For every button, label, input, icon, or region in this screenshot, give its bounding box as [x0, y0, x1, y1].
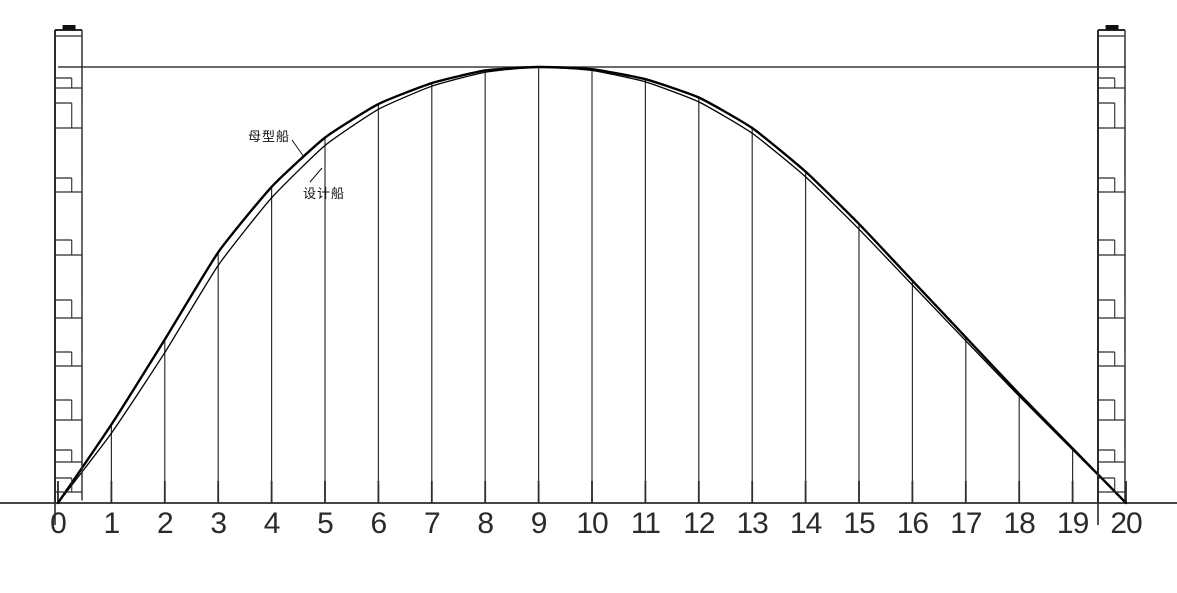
right-scale-bar — [1097, 25, 1126, 525]
axis-tick-label-0: 0 — [50, 507, 67, 540]
axis-tick-label-5: 5 — [317, 507, 334, 540]
axis-tick-label-15: 15 — [843, 507, 875, 540]
annotation-leader-lines — [291, 139, 323, 183]
left-scale-bar — [54, 25, 83, 525]
axis-tick-label-3: 3 — [210, 507, 227, 540]
axis-tick-label-16: 16 — [896, 507, 929, 540]
axis-tick-label-20: 20 — [1110, 507, 1142, 540]
axis-tick-label-17: 17 — [950, 507, 982, 540]
axis-tick-label-9: 9 — [530, 507, 548, 540]
axis-tick-label-13: 13 — [736, 507, 769, 540]
axis-tick-label-12: 12 — [683, 507, 715, 540]
axis-tick-label-11: 11 — [630, 507, 661, 540]
curve-parent-ship — [56, 65, 1128, 505]
curve-label-parent-ship: 母型船 — [248, 130, 291, 145]
curve-design-ship — [57, 66, 1127, 504]
axis-tick-label-8: 8 — [477, 507, 494, 540]
axis-tick-label-18: 18 — [1003, 507, 1036, 540]
axis-tick-label-7: 7 — [423, 507, 441, 540]
axis-tick-label-19: 19 — [1056, 507, 1089, 540]
curve-label-design-ship: 设计船 — [303, 187, 346, 202]
axis-tick-label-1: 1 — [103, 507, 121, 540]
axis-tick-label-10: 10 — [576, 507, 608, 540]
axis-tick-label-14: 14 — [789, 507, 822, 540]
axis-tick-label-2: 2 — [156, 507, 174, 540]
station-ordinate-lines — [110, 67, 1074, 503]
axis-tick-label-4: 4 — [263, 507, 281, 540]
axis-tick-label-6: 6 — [370, 507, 388, 540]
